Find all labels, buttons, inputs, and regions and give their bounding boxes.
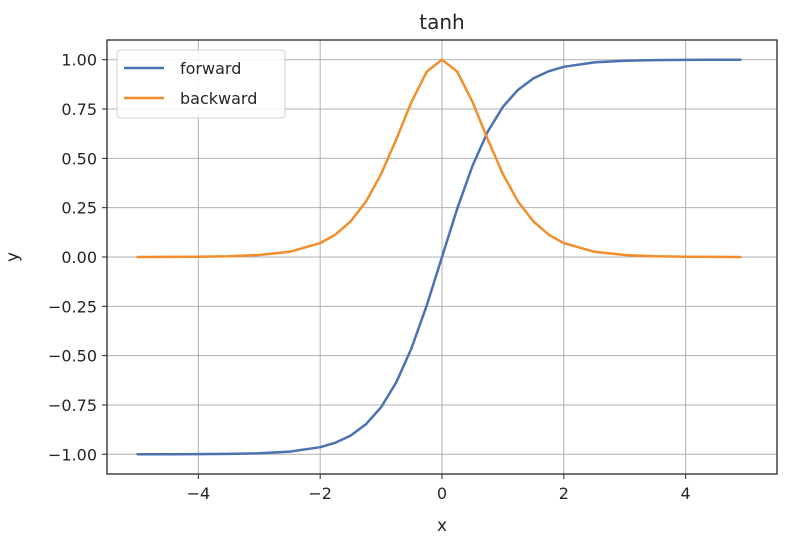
chart-title: tanh [419,10,464,34]
x-tick-label: 4 [681,484,691,503]
legend-label-forward: forward [180,59,241,78]
y-tick-label: 0.00 [61,248,97,267]
y-tick-label: −0.25 [48,297,97,316]
x-axis-ticks: −4 −2 0 2 4 [187,474,691,503]
x-tick-label: −4 [187,484,211,503]
series-group [136,58,742,456]
y-tick-label: 0.50 [61,149,97,168]
y-tick-label: −0.75 [48,396,97,415]
legend: forward backward [116,49,286,119]
x-tick-label: 2 [559,484,569,503]
y-tick-label: 1.00 [61,51,97,70]
y-axis-label: y [3,252,23,262]
x-tick-label: −2 [308,484,332,503]
x-axis-label: x [437,516,447,536]
series-line-forward [136,58,742,456]
x-tick-label: 0 [437,484,447,503]
y-tick-label: −0.50 [48,347,97,366]
y-tick-label: 0.25 [61,199,97,218]
y-tick-label: 0.75 [61,100,97,119]
y-axis-ticks: −1.00 −0.75 −0.50 −0.25 0.00 0.25 0.50 0.75 1.00 [48,51,107,464]
series-line-backward [136,58,742,259]
y-tick-label: −1.00 [48,445,97,464]
legend-label-backward: backward [180,89,257,108]
